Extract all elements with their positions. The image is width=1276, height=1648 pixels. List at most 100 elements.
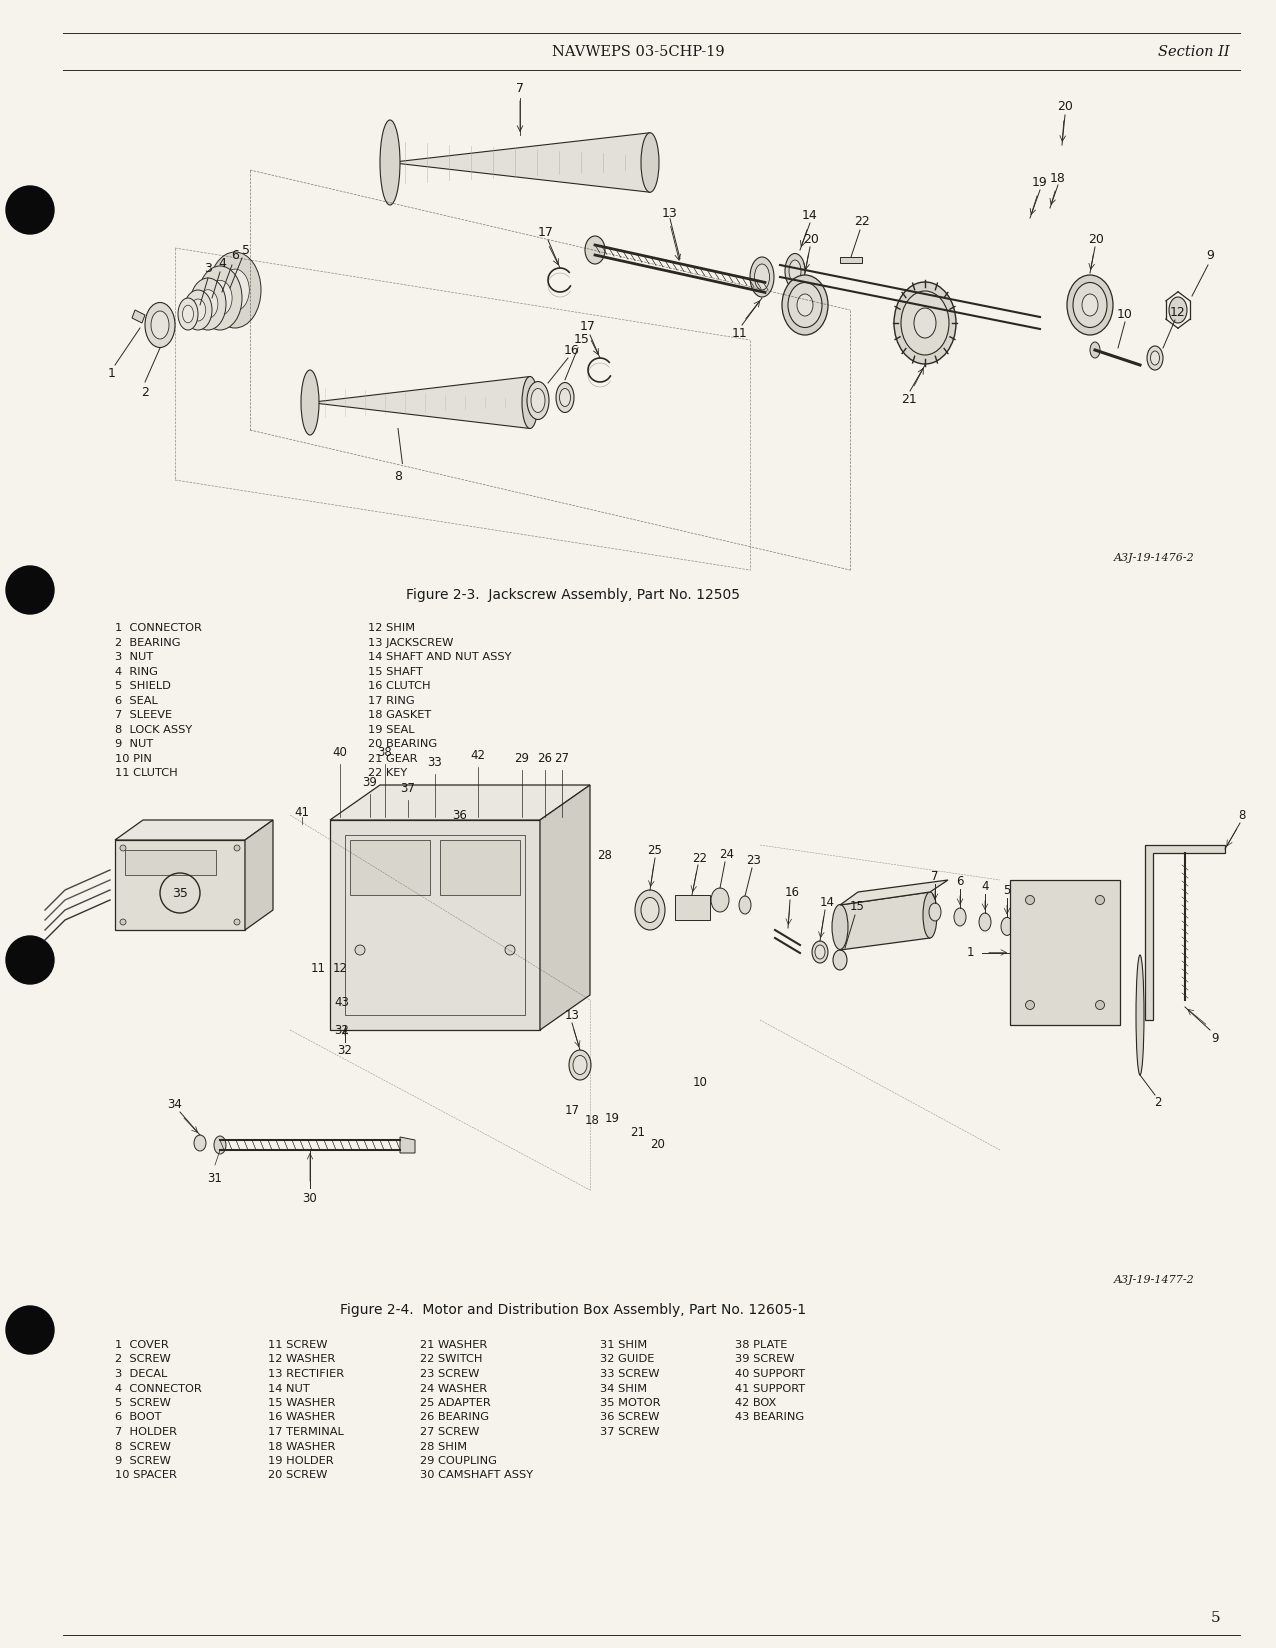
Polygon shape xyxy=(540,784,590,1030)
Bar xyxy=(1011,880,1120,1025)
Ellipse shape xyxy=(531,389,545,412)
Circle shape xyxy=(6,186,54,234)
Text: 11: 11 xyxy=(310,961,325,974)
Text: 5: 5 xyxy=(242,244,250,257)
Text: 13 RECTIFIER: 13 RECTIFIER xyxy=(268,1369,345,1379)
Bar xyxy=(115,840,245,929)
Polygon shape xyxy=(330,784,590,821)
Text: 35 MOTOR: 35 MOTOR xyxy=(600,1398,661,1407)
Text: 13: 13 xyxy=(662,208,678,221)
Text: 12: 12 xyxy=(1170,305,1185,318)
Text: 34: 34 xyxy=(167,1098,182,1111)
Text: 15: 15 xyxy=(574,333,590,346)
Text: 26: 26 xyxy=(537,751,553,765)
Ellipse shape xyxy=(177,298,198,330)
Polygon shape xyxy=(399,1137,415,1154)
Text: 3  NUT: 3 NUT xyxy=(115,653,153,662)
Text: 19 HOLDER: 19 HOLDER xyxy=(268,1455,333,1467)
Text: 8: 8 xyxy=(1238,809,1245,821)
Text: 19: 19 xyxy=(605,1111,620,1124)
Text: 32: 32 xyxy=(334,1023,350,1037)
Text: 38 PLATE: 38 PLATE xyxy=(735,1340,787,1350)
Text: 11 CLUTCH: 11 CLUTCH xyxy=(115,768,177,778)
Ellipse shape xyxy=(505,944,516,954)
Text: 3: 3 xyxy=(204,262,212,275)
Text: 6: 6 xyxy=(956,875,963,888)
Text: 39 SCREW: 39 SCREW xyxy=(735,1355,795,1365)
Text: 11 SCREW: 11 SCREW xyxy=(268,1340,328,1350)
Text: 2: 2 xyxy=(142,386,149,399)
Text: 3  DECAL: 3 DECAL xyxy=(115,1369,167,1379)
Text: 30 CAMSHAFT ASSY: 30 CAMSHAFT ASSY xyxy=(420,1470,533,1480)
Ellipse shape xyxy=(584,236,605,264)
Text: 18 GASKET: 18 GASKET xyxy=(367,710,431,720)
Text: 13 JACKSCREW: 13 JACKSCREW xyxy=(367,638,453,648)
Ellipse shape xyxy=(782,275,828,335)
Text: 10 SPACER: 10 SPACER xyxy=(115,1470,177,1480)
Ellipse shape xyxy=(1026,1000,1035,1010)
Text: 39: 39 xyxy=(362,776,378,788)
Ellipse shape xyxy=(979,913,991,931)
Text: 41 SUPPORT: 41 SUPPORT xyxy=(735,1384,805,1394)
Ellipse shape xyxy=(641,133,658,193)
Text: 43: 43 xyxy=(334,995,350,1009)
Text: 42 BOX: 42 BOX xyxy=(735,1398,776,1407)
Text: 30: 30 xyxy=(302,1192,318,1205)
Ellipse shape xyxy=(1082,293,1099,316)
Text: 7  SLEEVE: 7 SLEEVE xyxy=(115,710,172,720)
Polygon shape xyxy=(131,310,145,323)
Text: 18: 18 xyxy=(584,1114,600,1127)
Ellipse shape xyxy=(380,120,399,204)
Text: 36: 36 xyxy=(453,809,467,821)
Ellipse shape xyxy=(711,888,729,911)
Text: 2  SCREW: 2 SCREW xyxy=(115,1355,171,1365)
Bar xyxy=(345,836,524,1015)
Text: 14: 14 xyxy=(819,895,835,908)
Ellipse shape xyxy=(1096,895,1105,905)
Polygon shape xyxy=(245,821,273,929)
Text: 16: 16 xyxy=(785,885,800,898)
Text: 12 SHIM: 12 SHIM xyxy=(367,623,415,633)
Text: 35: 35 xyxy=(172,887,188,900)
Text: 23 SCREW: 23 SCREW xyxy=(420,1369,480,1379)
Ellipse shape xyxy=(901,292,949,354)
Text: 9  NUT: 9 NUT xyxy=(115,738,153,748)
Text: Figure 2-4.  Motor and Distribution Box Assembly, Part No. 12605-1: Figure 2-4. Motor and Distribution Box A… xyxy=(339,1304,806,1317)
Ellipse shape xyxy=(894,282,956,364)
Ellipse shape xyxy=(750,257,775,297)
Text: 33: 33 xyxy=(427,755,443,768)
Text: 16 CLUTCH: 16 CLUTCH xyxy=(367,681,430,691)
Text: 8: 8 xyxy=(394,470,402,483)
Text: 4  RING: 4 RING xyxy=(115,666,158,676)
Text: 1: 1 xyxy=(966,946,974,959)
Text: 4  CONNECTOR: 4 CONNECTOR xyxy=(115,1384,202,1394)
Ellipse shape xyxy=(1136,954,1145,1074)
Text: 7: 7 xyxy=(516,81,524,94)
Text: NAVWEPS 03-5CHP-19: NAVWEPS 03-5CHP-19 xyxy=(551,44,725,59)
Ellipse shape xyxy=(798,293,813,316)
Text: 26 BEARING: 26 BEARING xyxy=(420,1412,489,1422)
Text: 31 SHIM: 31 SHIM xyxy=(600,1340,647,1350)
Bar xyxy=(125,850,216,875)
Ellipse shape xyxy=(184,290,212,330)
Text: 10: 10 xyxy=(1116,308,1133,320)
Text: 9  SCREW: 9 SCREW xyxy=(115,1455,171,1467)
Text: 17 TERMINAL: 17 TERMINAL xyxy=(268,1427,343,1437)
Ellipse shape xyxy=(923,892,937,938)
Ellipse shape xyxy=(1026,895,1035,905)
Text: 1: 1 xyxy=(108,366,116,379)
Text: 17: 17 xyxy=(538,226,554,239)
Text: 1  CONNECTOR: 1 CONNECTOR xyxy=(115,623,202,633)
Text: 7: 7 xyxy=(931,870,939,882)
Ellipse shape xyxy=(182,305,194,323)
Ellipse shape xyxy=(1096,1000,1105,1010)
Ellipse shape xyxy=(815,944,826,959)
Text: 15 WASHER: 15 WASHER xyxy=(268,1398,336,1407)
Ellipse shape xyxy=(198,265,242,330)
Text: 15: 15 xyxy=(850,900,864,913)
Text: 19 SEAL: 19 SEAL xyxy=(367,725,415,735)
Ellipse shape xyxy=(194,1135,205,1150)
Ellipse shape xyxy=(145,303,175,348)
Text: 14 NUT: 14 NUT xyxy=(268,1384,310,1394)
Ellipse shape xyxy=(754,264,769,290)
